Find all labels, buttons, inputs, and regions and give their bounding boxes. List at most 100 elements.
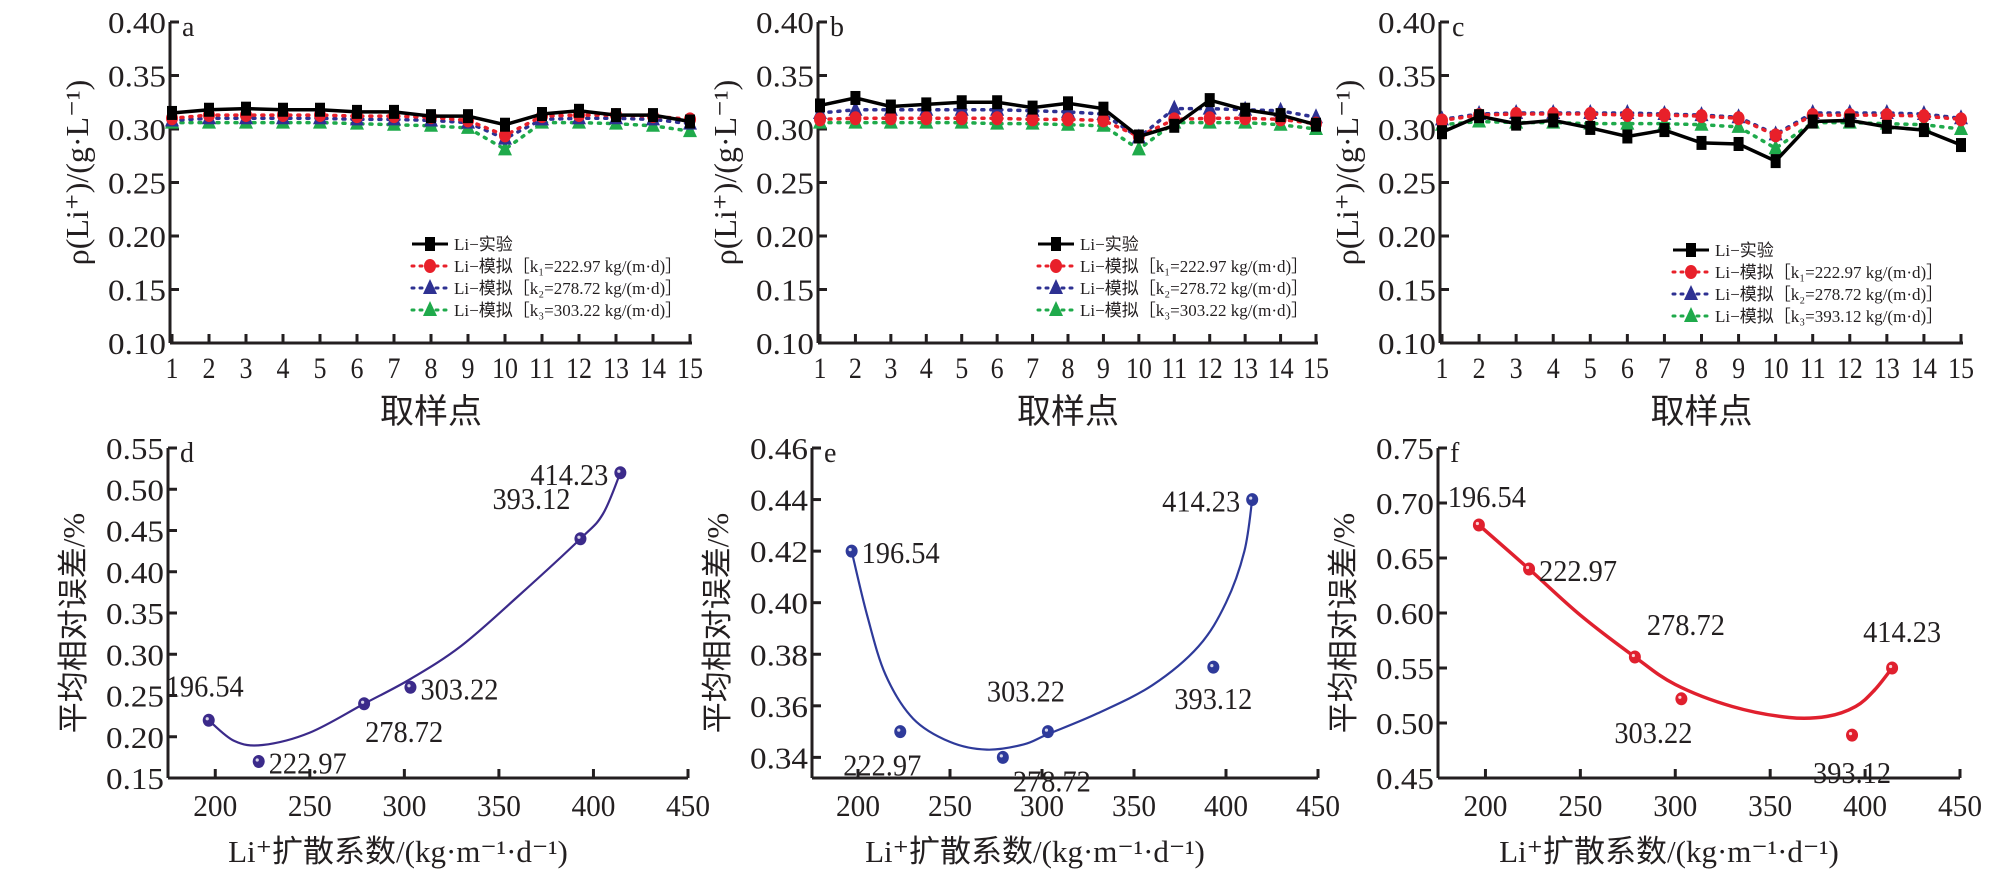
y-tick-label: 0.75 (1376, 431, 1434, 466)
data-point (1584, 107, 1597, 122)
x-tick-label: 400 (1204, 788, 1248, 823)
data-point-group: 222.97 (843, 725, 921, 783)
x-tick-label: 6 (1621, 352, 1634, 385)
series-0 (815, 90, 1321, 144)
x-tick-label: 15 (1303, 352, 1329, 385)
data-point-highlight (255, 758, 259, 762)
data-point (991, 111, 1004, 126)
data-point-group: 303.22 (987, 674, 1065, 739)
y-tick-label: 0.35 (756, 59, 814, 94)
x-tick-label: 7 (1658, 352, 1671, 385)
panel-letter: c (1452, 12, 1464, 43)
x-tick-label: 13 (1232, 352, 1258, 385)
legend-item: Li−模拟［k₁=222.97 kg/(m·d)］ (1671, 263, 1943, 282)
data-point (1675, 692, 1688, 706)
data-point (648, 108, 658, 123)
legend-marker (1685, 265, 1697, 279)
data-point (611, 108, 621, 123)
data-point (1203, 111, 1216, 126)
x-tick-label: 1 (1436, 352, 1449, 385)
data-point (1548, 113, 1559, 128)
x-tick-label: 250 (1558, 788, 1602, 823)
data-point (1659, 123, 1670, 138)
legend-item: Li−模拟［k₁=222.97 kg/(m·d)］ (1036, 257, 1308, 276)
x-tick-label: 450 (1938, 788, 1982, 823)
y-tick-label: 0.25 (108, 166, 166, 201)
y-axis-label: ρ(Li⁺)/(g·L⁻¹) (59, 80, 95, 266)
x-axis-label: 取样点 (1651, 393, 1753, 431)
x-tick-label: 4 (277, 352, 290, 385)
legend-label: Li−模拟［k₁=222.97 kg/(m·d)］ (1715, 263, 1943, 282)
data-point (1437, 125, 1447, 140)
y-tick-label: 0.20 (1378, 219, 1436, 254)
y-tick-label: 0.20 (756, 219, 814, 254)
data-point (1474, 109, 1485, 124)
x-tick-label: 15 (1948, 352, 1974, 385)
panel-e: e 0.34 0.36 0.38 0.40 0.42 0.44 0.46 200 250 300 35… (700, 431, 1340, 869)
data-label: 303.22 (420, 671, 498, 706)
x-tick-label: 9 (462, 352, 475, 385)
x-tick-label: 8 (425, 352, 438, 385)
data-label: 414.23 (1863, 614, 1941, 649)
y-tick-label: 0.10 (108, 326, 166, 361)
data-point (1881, 119, 1892, 134)
x-tick-label: 1 (166, 352, 179, 385)
data-point (814, 112, 826, 127)
y-axis-label: 平均相对误差/% (1326, 513, 1361, 733)
legend-label: Li−模拟［k₁=222.97 kg/(m·d)］ (454, 257, 682, 276)
data-point (1275, 108, 1286, 123)
x-tick-label: 5 (1584, 352, 1597, 385)
legend: Li−实验 Li−模拟［k₁=222.97 kg/(m·d)］ Li−模拟［k₂=2… (1671, 241, 1943, 326)
legend-marker (1050, 259, 1062, 273)
x-tick-label: 5 (955, 352, 968, 385)
data-point (574, 103, 584, 118)
data-point-highlight (1475, 521, 1479, 526)
y-tick-label: 0.15 (756, 273, 814, 308)
panel-letter: f (1450, 438, 1460, 469)
x-tick-label: 13 (603, 352, 629, 385)
data-point-group: 196.54 (166, 668, 244, 727)
data-point (1098, 101, 1109, 116)
data-point (1807, 114, 1818, 129)
data-point (955, 111, 968, 126)
y-tick-label: 0.65 (1376, 541, 1434, 576)
data-point (574, 532, 587, 546)
data-point (992, 95, 1003, 110)
x-tick-label: 300 (1653, 788, 1697, 823)
y-tick-label: 0.40 (106, 555, 164, 590)
data-point (894, 725, 907, 739)
y-tick-label: 0.10 (1378, 326, 1436, 361)
legend-item: Li−模拟［k₃=303.22 kg/(m·d)］ (410, 301, 682, 320)
fit-curve (208, 472, 622, 747)
data-point-highlight (1678, 695, 1682, 699)
data-point (1026, 112, 1039, 127)
x-tick-label: 250 (288, 788, 332, 823)
x-axis-label: Li⁺扩散系数/(kg·m⁻¹·d⁻¹) (1499, 834, 1839, 869)
data-label: 393.12 (492, 481, 570, 516)
data-point (921, 97, 932, 112)
data-label: 222.97 (1539, 553, 1617, 588)
y-tick-label: 0.55 (106, 431, 164, 466)
data-point (1131, 140, 1146, 156)
legend: Li−实验 Li−模拟［k₁=222.97 kg/(m·d)］ Li−模拟［k₂=2… (410, 235, 682, 320)
y-axis-label: ρ(Li⁺)/(g·L⁻¹) (707, 80, 743, 266)
y-tick-label: 0.38 (750, 637, 808, 672)
data-point (685, 114, 695, 129)
y-tick-label: 0.10 (756, 326, 814, 361)
data-point (1133, 129, 1144, 144)
data-point (1620, 114, 1635, 130)
y-axis-label: ρ(Li⁺)/(g·L⁻¹) (1329, 80, 1365, 266)
data-point (1880, 108, 1893, 123)
panel-letter: e (824, 438, 836, 469)
data-point-group: 414.23 (1162, 484, 1259, 519)
y-tick-label: 0.44 (750, 483, 809, 518)
x-tick-label: 4 (920, 352, 933, 385)
y-tick-label: 0.36 (750, 689, 808, 724)
data-point-group: 303.22 (404, 671, 498, 706)
y-tick-label: 0.42 (750, 534, 808, 569)
x-tick-label: 250 (928, 788, 972, 823)
data-label: 222.97 (269, 746, 347, 781)
x-tick-label: 3 (240, 352, 253, 385)
data-label: 393.12 (1174, 681, 1252, 716)
data-point-group: 393.12 (1813, 728, 1891, 790)
